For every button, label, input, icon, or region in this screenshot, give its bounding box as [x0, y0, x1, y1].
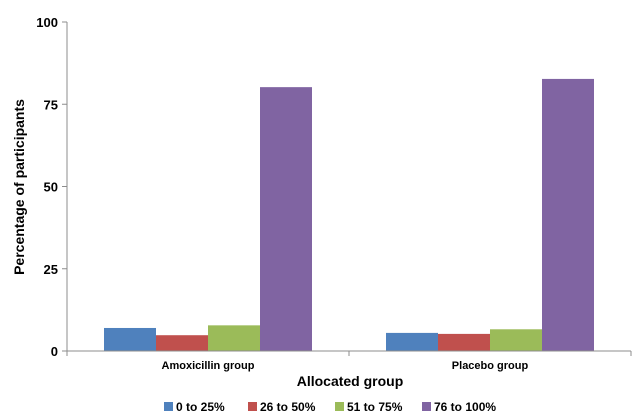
x-category-label: Amoxicillin group — [162, 360, 255, 372]
x-axis-title: Allocated group — [297, 373, 404, 389]
legend-label: 0 to 25% — [176, 400, 225, 414]
x-axis-categories: Amoxicillin group Placebo group — [66, 351, 632, 372]
legend-swatch — [422, 402, 431, 411]
bar — [386, 332, 438, 351]
bar — [260, 87, 312, 351]
x-category-label: Placebo group — [452, 360, 529, 372]
legend-swatch — [335, 402, 344, 411]
legend-label: 51 to 75% — [347, 400, 403, 414]
bar — [438, 333, 490, 351]
y-tick-label: 0 — [51, 344, 58, 359]
y-tick-label: 100 — [36, 15, 58, 30]
legend-label: 26 to 50% — [260, 400, 316, 414]
plot-area — [104, 78, 594, 352]
y-axis-title: Percentage of participants — [11, 99, 27, 275]
bar — [208, 325, 260, 351]
bar — [542, 78, 594, 352]
bar — [104, 327, 156, 351]
legend-swatch — [248, 402, 257, 411]
y-axis-ticks: 0 25 50 75 100 — [36, 15, 67, 359]
legend-swatch — [164, 402, 173, 411]
legend-label: 76 to 100% — [434, 400, 496, 414]
y-tick-label: 50 — [44, 180, 58, 195]
bar — [156, 335, 208, 351]
bar — [490, 329, 542, 351]
y-tick-label: 25 — [44, 262, 58, 277]
y-tick-label: 75 — [44, 97, 58, 112]
legend: 0 to 25% 26 to 50% 51 to 75% 76 to 100% — [164, 400, 496, 414]
